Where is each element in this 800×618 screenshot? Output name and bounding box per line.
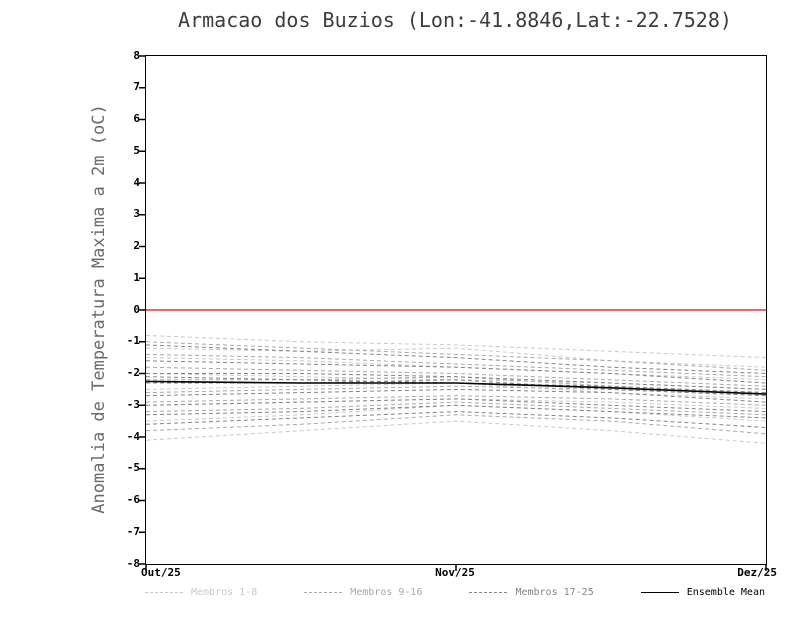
member-line bbox=[146, 379, 767, 397]
member-line bbox=[146, 373, 767, 390]
y-tick-label: -5 bbox=[126, 461, 140, 475]
member-line bbox=[145, 395, 767, 406]
x-tick-label-dez: Dez/25 bbox=[737, 566, 777, 579]
legend-dashed-line-sample bbox=[304, 592, 343, 593]
chart-legend: Membros 1-8 Membros 9-16 Membros 17-25 Ense… bbox=[145, 587, 765, 598]
member-line bbox=[145, 398, 767, 413]
plot-area bbox=[139, 55, 767, 571]
y-tick-label: 7 bbox=[133, 80, 140, 94]
y-tick-label: 4 bbox=[133, 175, 140, 189]
x-tick-label-out: Out/25 bbox=[141, 566, 181, 579]
y-tick-label: 2 bbox=[133, 239, 140, 252]
member-line bbox=[145, 411, 767, 428]
legend-dashed-line-sample bbox=[469, 592, 508, 593]
y-tick-label: 3 bbox=[133, 207, 140, 221]
y-tick-label: -2 bbox=[126, 366, 140, 379]
member-line bbox=[145, 353, 767, 378]
legend-label: Ensemble Mean bbox=[686, 587, 765, 598]
y-tick-label: 6 bbox=[133, 112, 140, 125]
x-tick-label-nov: Nov/25 bbox=[435, 566, 475, 579]
member-line bbox=[145, 404, 767, 419]
y-tick-label: 8 bbox=[133, 48, 140, 62]
y-tick-label: -1 bbox=[126, 334, 140, 348]
legend-label: Membros 9-16 bbox=[350, 587, 423, 598]
y-tick-label: -4 bbox=[126, 429, 140, 443]
legend-item: Ensemble Mean bbox=[640, 587, 765, 598]
member-line bbox=[145, 334, 767, 359]
y-tick-label: -6 bbox=[126, 493, 140, 506]
member-line bbox=[145, 341, 767, 371]
chart-title: Armacao dos Buzios (Lon:-41.8846,Lat:-22… bbox=[178, 8, 732, 32]
legend-label: Membros 17-25 bbox=[515, 587, 594, 598]
y-tick-label: 1 bbox=[133, 270, 140, 284]
y-tick-label: -3 bbox=[126, 397, 140, 411]
member-line bbox=[145, 420, 767, 444]
member-line bbox=[145, 388, 767, 403]
legend-item: Membros 17-25 bbox=[469, 587, 594, 598]
legend-label: Membros 1-8 bbox=[191, 587, 258, 598]
member-line bbox=[145, 366, 767, 387]
member-line bbox=[145, 401, 767, 416]
y-tick-label: -7 bbox=[126, 524, 140, 538]
ensemble-mean-line bbox=[145, 380, 767, 395]
legend-item: Membros 1-8 bbox=[145, 587, 257, 598]
y-tick-label: 0 bbox=[133, 302, 140, 316]
member-line bbox=[145, 347, 767, 368]
legend-item: Membros 9-16 bbox=[304, 587, 422, 598]
member-line bbox=[145, 414, 767, 435]
legend-dashed-line-sample bbox=[145, 592, 183, 593]
legend-solid-line-sample bbox=[640, 592, 679, 593]
member-line bbox=[145, 344, 767, 374]
member-line bbox=[145, 360, 767, 384]
y-tick-label: -8 bbox=[126, 556, 140, 570]
member-line bbox=[145, 385, 767, 397]
plot-svg bbox=[139, 55, 767, 571]
y-tick-label: 5 bbox=[133, 143, 140, 157]
